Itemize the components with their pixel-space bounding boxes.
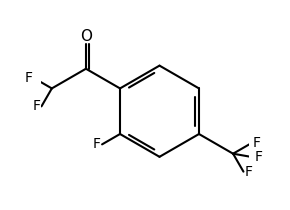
Text: F: F [25,71,33,85]
Text: F: F [93,137,101,151]
Text: F: F [255,150,263,164]
Text: F: F [245,165,253,179]
Text: F: F [252,136,260,150]
Text: F: F [32,99,40,113]
Text: O: O [80,29,92,44]
